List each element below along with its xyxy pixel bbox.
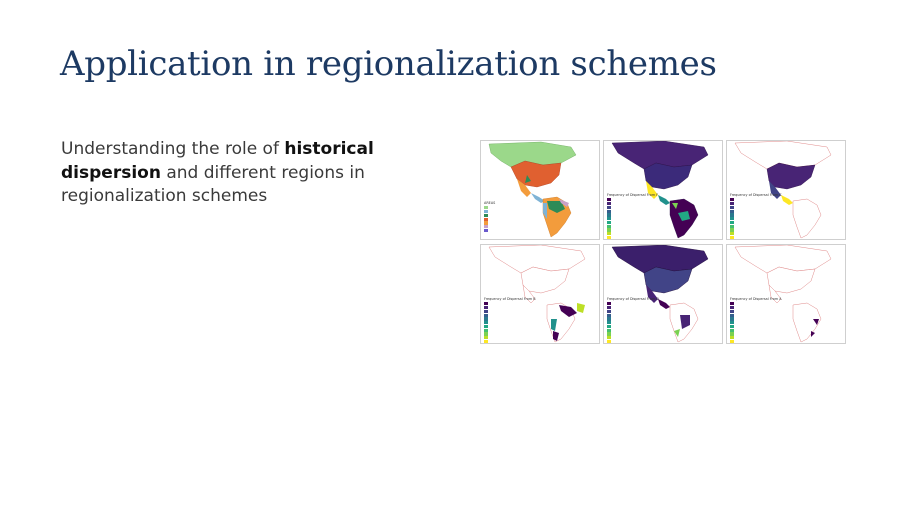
legend-swatch — [730, 213, 734, 217]
legend-swatch — [484, 328, 488, 332]
legend-swatch — [607, 340, 611, 343]
dispersal-b-map — [488, 245, 586, 343]
areas-map — [488, 141, 577, 238]
legend-swatch — [730, 228, 734, 232]
legend-swatch — [484, 340, 488, 343]
legend-swatch — [607, 305, 611, 310]
legend-swatch — [484, 206, 488, 210]
map-panel-dispersal-d: Frequency of Dispersal From D — [603, 244, 723, 344]
legend-swatch — [484, 221, 488, 225]
legend-swatch — [484, 209, 488, 214]
legend-swatch — [484, 324, 488, 329]
dispersal-d-legend: Frequency of Dispersal From D — [607, 297, 659, 343]
legend-swatch — [730, 205, 734, 209]
legend-swatch — [484, 217, 488, 221]
areas-legend: AREAS — [484, 201, 495, 233]
legend-swatch — [730, 220, 734, 225]
legend-swatches — [484, 206, 495, 233]
legend-swatch — [607, 324, 611, 329]
legend-title: AREAS — [484, 201, 496, 205]
legend-swatch — [607, 205, 611, 209]
legend-swatch — [730, 305, 734, 310]
legend-swatch — [730, 328, 734, 332]
legend-title: Frequency of Dispersal From D — [607, 297, 659, 301]
legend-swatch — [730, 236, 734, 239]
legend-swatch — [484, 313, 488, 317]
legend-swatch — [607, 198, 611, 202]
legend-swatch — [484, 332, 488, 336]
legend-swatch — [484, 302, 488, 306]
dispersal-a-map — [734, 245, 832, 343]
body-text-emphasis-dispersion: dispersion — [61, 162, 161, 183]
legend-title: Frequency of Dispersal From C — [730, 193, 782, 197]
slide-body-text: Understanding the role of historical disp… — [61, 138, 406, 209]
map-panel-dispersal-c: Frequency of Dispersal From C — [726, 140, 846, 240]
legend-swatch — [730, 309, 734, 313]
legend-swatch — [607, 317, 611, 321]
legend-swatch — [607, 332, 611, 336]
legend-swatch — [730, 317, 734, 321]
legend-swatch — [730, 209, 734, 213]
map-panel-dispersal-f: Frequency of Dispersal From F — [603, 140, 723, 240]
legend-swatch — [607, 328, 611, 332]
legend-swatch — [730, 224, 734, 228]
legend-swatch — [607, 309, 611, 313]
legend-swatch — [484, 305, 488, 310]
legend-swatches — [730, 302, 782, 343]
legend-swatch — [607, 232, 611, 236]
legend-swatch — [730, 340, 734, 343]
legend-swatch — [607, 228, 611, 232]
map-panel-dispersal-b: Frequency of Dispersal From B — [480, 244, 600, 344]
map-figure-grid: AREAS Frequency of Dispersal From F — [480, 140, 846, 344]
legend-swatch — [730, 198, 734, 202]
legend-swatch — [484, 336, 488, 340]
legend-swatches — [607, 302, 659, 343]
legend-swatch — [484, 213, 488, 217]
legend-title: Frequency of Dispersal From B — [484, 297, 536, 301]
legend-swatch — [730, 217, 734, 221]
legend-swatch — [484, 309, 488, 313]
legend-swatch — [484, 228, 488, 233]
map-panel-areas: AREAS — [480, 140, 600, 240]
legend-swatch — [607, 220, 611, 225]
legend-swatch — [730, 321, 734, 325]
legend-swatch — [730, 313, 734, 317]
legend-swatch — [730, 336, 734, 340]
legend-swatch — [607, 209, 611, 213]
legend-swatch — [607, 224, 611, 228]
legend-title: Frequency of Dispersal From F — [607, 193, 659, 197]
legend-swatch — [607, 336, 611, 340]
legend-swatch — [730, 302, 734, 306]
dispersal-b-legend: Frequency of Dispersal From B — [484, 297, 536, 343]
legend-swatch — [607, 302, 611, 306]
dispersal-c-legend: Frequency of Dispersal From C — [730, 193, 782, 239]
dispersal-c-map — [734, 141, 832, 239]
legend-swatch — [730, 201, 734, 206]
legend-swatch — [484, 317, 488, 321]
body-text-emphasis-historical: historical — [284, 139, 374, 159]
body-text-rest: and different regions in regionalization… — [61, 162, 365, 207]
body-text-intro: Understanding the role of — [61, 139, 285, 159]
legend-swatch — [484, 321, 488, 325]
legend-swatches — [730, 198, 782, 239]
legend-swatch — [607, 321, 611, 325]
legend-swatches — [607, 198, 658, 239]
legend-swatch — [484, 225, 488, 229]
legend-swatch — [607, 236, 611, 239]
legend-title: Frequency of Dispersal From A — [730, 297, 782, 301]
slide-title: Application in regionalization schemes — [60, 44, 717, 84]
map-panel-dispersal-a: Frequency of Dispersal From A — [726, 244, 846, 344]
legend-swatch — [607, 313, 611, 317]
dispersal-a-legend: Frequency of Dispersal From A — [730, 297, 782, 343]
legend-swatch — [607, 213, 611, 217]
legend-swatch — [607, 217, 611, 221]
dispersal-d-map — [611, 245, 709, 343]
legend-swatches — [484, 302, 536, 343]
legend-swatch — [730, 332, 734, 336]
legend-swatch — [730, 324, 734, 329]
legend-swatch — [730, 232, 734, 236]
legend-swatch — [607, 201, 611, 206]
dispersal-f-map — [611, 141, 709, 239]
dispersal-f-legend: Frequency of Dispersal From F — [607, 193, 659, 239]
